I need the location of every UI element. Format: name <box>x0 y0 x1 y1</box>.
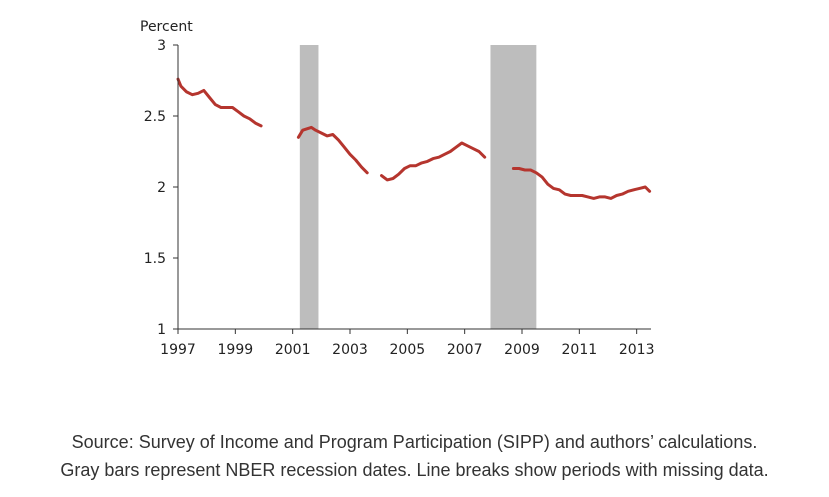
y-tick-label: 1 <box>157 322 166 338</box>
recession-bar-2 <box>490 45 537 329</box>
x-tick-label: 2007 <box>447 342 483 358</box>
series-line-segment-4 <box>511 167 652 200</box>
x-ticks: 1997 1999 2001 2003 2005 2007 2009 2011 2013 <box>160 329 654 358</box>
y-ticks: 1 1.5 2 2.5 3 <box>144 38 178 338</box>
x-tick-label: 1997 <box>160 342 196 358</box>
series-line-segment-1 <box>176 77 263 128</box>
x-tick-label: 2009 <box>504 342 540 358</box>
x-tick-label: 2011 <box>562 342 598 358</box>
x-tick-label: 1999 <box>218 342 254 358</box>
series-lines <box>176 77 652 200</box>
y-tick-label: 1.5 <box>144 251 166 267</box>
series-line-segment-3 <box>380 141 487 182</box>
axes <box>177 45 651 330</box>
x-tick-label: 2013 <box>619 342 655 358</box>
y-tick-label: 2 <box>157 180 166 196</box>
series-line-segment-2 <box>296 125 369 175</box>
y-axis-label: Percent <box>140 19 193 35</box>
recession-bar-1 <box>299 45 319 329</box>
y-tick-label: 3 <box>157 38 166 54</box>
caption-source: Source: Survey of Income and Program Par… <box>71 432 758 452</box>
x-tick-label: 2005 <box>390 342 426 358</box>
x-tick-label: 2001 <box>275 342 311 358</box>
line-chart: 1 1.5 2 2.5 3 1997 1999 2001 2003 2005 2007 2009 20… <box>140 19 654 358</box>
recession-bars <box>299 45 537 329</box>
x-tick-label: 2003 <box>332 342 368 358</box>
caption-note: Gray bars represent NBER recession dates… <box>60 460 769 480</box>
y-tick-label: 2.5 <box>144 109 166 125</box>
